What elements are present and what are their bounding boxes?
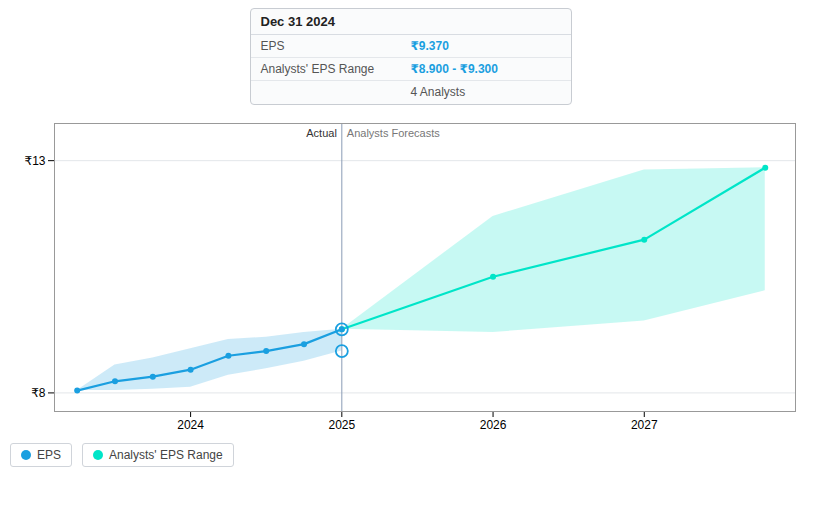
svg-text:Analysts Forecasts: Analysts Forecasts (347, 127, 440, 139)
html-text:EPS: EPS (37, 448, 61, 462)
svg-text:2025: 2025 (328, 418, 355, 432)
svg-text:2024: 2024 (177, 418, 204, 432)
html-text:Dec 31 2024: Dec 31 2024 (260, 14, 335, 29)
svg-text:2027: 2027 (631, 418, 658, 432)
html-text:₹8.900 - ₹9.300: ₹8.900 - ₹9.300 (410, 62, 498, 76)
svg-text:₹8: ₹8 (31, 386, 46, 400)
html-text:EPS: EPS (260, 39, 285, 53)
svg-text:Actual: Actual (306, 127, 337, 139)
svg-text:₹13: ₹13 (25, 154, 46, 168)
html-text:Analysts' EPS Range: Analysts' EPS Range (260, 62, 375, 76)
html-text:Analysts' EPS Range: Analysts' EPS Range (109, 448, 223, 462)
html-text:₹9.370: ₹9.370 (410, 39, 449, 53)
svg-text:2026: 2026 (480, 418, 507, 432)
html-text:4 Analysts: 4 Analysts (410, 85, 466, 99)
